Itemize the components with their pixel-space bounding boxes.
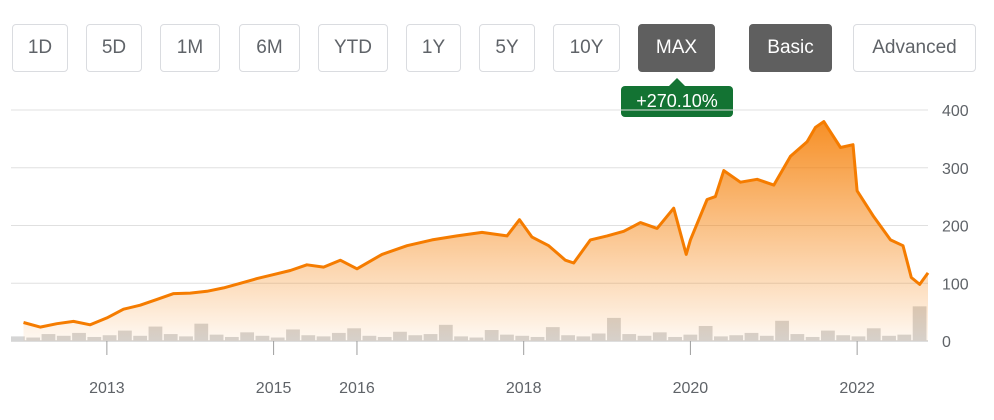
price-area bbox=[23, 121, 928, 341]
change-badge-pointer bbox=[668, 78, 686, 87]
x-axis-labels: 2013 2015 2016 2018 2020 2022 bbox=[89, 380, 875, 397]
price-line bbox=[23, 120, 930, 329]
range-button-6m[interactable]: 6M bbox=[239, 24, 300, 72]
range-button-10y[interactable]: 10Y bbox=[553, 24, 620, 72]
range-button-5y[interactable]: 5Y bbox=[479, 24, 535, 72]
range-button-1y[interactable]: 1Y bbox=[406, 24, 461, 72]
view-button-advanced[interactable]: Advanced bbox=[853, 24, 976, 72]
x-tick-label-2013: 2013 bbox=[89, 380, 125, 397]
y-tick-label-200: 200 bbox=[942, 219, 969, 236]
range-toolbar: 1D 5D 1M 6M YTD 1Y 5Y 10Y MAX Basic Adva… bbox=[0, 0, 994, 100]
range-button-max[interactable]: MAX bbox=[638, 24, 715, 72]
x-tick-label-2016: 2016 bbox=[339, 380, 375, 397]
y-axis-labels: 0 100 200 300 400 bbox=[942, 103, 969, 351]
y-tick-label-300: 300 bbox=[942, 161, 969, 178]
x-axis-ticks bbox=[106, 341, 858, 355]
range-button-1m[interactable]: 1M bbox=[160, 24, 220, 72]
price-chart: 0 100 200 300 400 2013 2015 2016 2018 2020 2022 bbox=[11, 103, 969, 397]
x-tick-label-2022: 2022 bbox=[839, 380, 875, 397]
range-button-1d[interactable]: 1D bbox=[12, 24, 68, 72]
change-badge: +270.10% bbox=[621, 86, 733, 117]
x-tick-label-2018: 2018 bbox=[506, 380, 542, 397]
range-button-5d[interactable]: 5D bbox=[86, 24, 142, 72]
x-tick-label-2015: 2015 bbox=[256, 380, 292, 397]
range-button-ytd[interactable]: YTD bbox=[318, 24, 388, 72]
x-tick-label-2020: 2020 bbox=[673, 380, 709, 397]
y-tick-label-0: 0 bbox=[942, 334, 951, 351]
volume-bar bbox=[11, 336, 25, 341]
view-button-basic[interactable]: Basic bbox=[749, 24, 832, 72]
y-tick-label-100: 100 bbox=[942, 276, 969, 293]
y-tick-label-400: 400 bbox=[942, 103, 969, 120]
